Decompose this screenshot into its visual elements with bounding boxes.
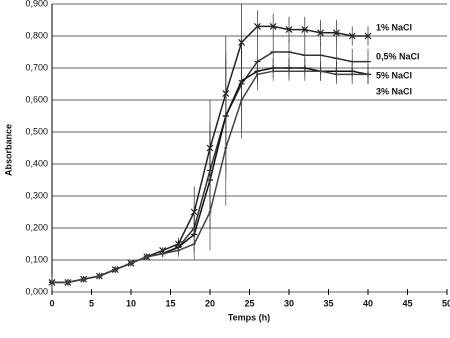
y-axis-title: Absorbance: [3, 124, 13, 176]
data-point: [269, 22, 277, 30]
data-point: [50, 280, 54, 284]
x-tick-label: 35: [323, 298, 333, 308]
data-point: [145, 255, 149, 259]
data-point: [253, 22, 261, 30]
x-tick-label: 20: [205, 298, 215, 308]
data-point: [334, 72, 338, 76]
y-tick-label: 0,100: [25, 254, 48, 264]
data-point: [192, 242, 196, 246]
y-tick-label: 0,400: [25, 158, 48, 168]
x-tick-label: 45: [402, 298, 412, 308]
series-label: 5% NaCl: [376, 70, 412, 80]
y-tick-label: 0,300: [25, 190, 48, 200]
data-point: [301, 26, 309, 34]
data-point: [366, 72, 370, 76]
y-tick-label: 0,800: [25, 30, 48, 40]
data-point: [176, 248, 180, 252]
data-point: [113, 268, 117, 272]
data-point: [208, 210, 212, 214]
data-point: [161, 252, 165, 256]
series-label: 3% NaCl: [376, 86, 412, 96]
x-tick-label: 5: [89, 298, 94, 308]
data-point: [317, 29, 325, 37]
y-tick-label: 0,600: [25, 94, 48, 104]
series-label: 0,5% NaCl: [376, 51, 420, 61]
data-point: [364, 32, 372, 40]
x-axis-title: Temps (h): [228, 312, 270, 322]
data-point: [240, 98, 244, 102]
y-tick-label: 0,000: [25, 286, 48, 296]
data-point: [66, 280, 70, 284]
x-tick-label: 40: [363, 298, 373, 308]
x-tick-label: 25: [244, 298, 254, 308]
data-point: [303, 69, 307, 73]
y-tick-label: 0,700: [25, 62, 48, 72]
data-point: [271, 69, 275, 73]
data-point: [82, 277, 86, 281]
data-point: [97, 274, 101, 278]
data-point: [348, 32, 356, 40]
data-point: [285, 26, 293, 34]
series-label: 1% NaCl: [376, 22, 412, 32]
x-tick-label: 30: [284, 298, 294, 308]
x-tick-label: 15: [165, 298, 175, 308]
y-tick-label: 0,200: [25, 222, 48, 232]
data-point: [224, 146, 228, 150]
x-tick-label: 0: [49, 298, 54, 308]
data-point: [255, 72, 259, 76]
data-point: [350, 72, 354, 76]
y-tick-label: 0,900: [25, 0, 48, 8]
data-point: [287, 69, 291, 73]
y-tick-label: 0,500: [25, 126, 48, 136]
data-point: [319, 69, 323, 73]
data-point: [332, 29, 340, 37]
x-tick-label: 10: [126, 298, 136, 308]
x-tick-label: 50: [442, 298, 450, 308]
data-point: [129, 261, 133, 265]
